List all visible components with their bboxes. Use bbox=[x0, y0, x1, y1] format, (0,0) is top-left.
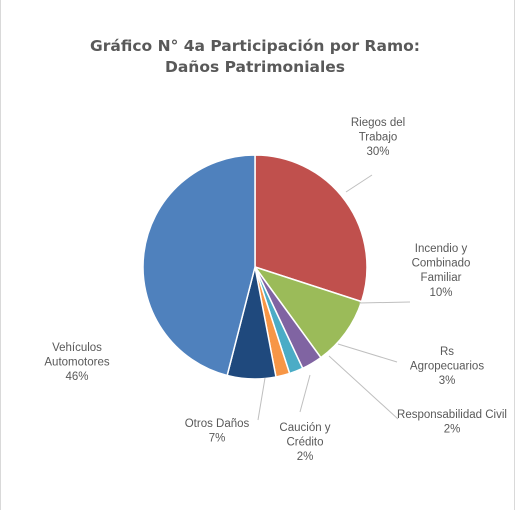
chart-title-line: Gráfico N° 4a Participación por Ramo: bbox=[90, 37, 420, 55]
data-label: 10% bbox=[429, 287, 452, 299]
data-label: Automotores bbox=[44, 357, 109, 369]
data-label: Otros Daños bbox=[185, 418, 250, 430]
data-label: 3% bbox=[439, 375, 456, 387]
data-label: Responsabilidad Civil bbox=[397, 409, 507, 421]
chart-title: Gráfico N° 4a Participación por Ramo: Da… bbox=[90, 37, 420, 76]
data-label: 2% bbox=[297, 451, 314, 463]
data-label: 2% bbox=[444, 424, 461, 436]
leader-line bbox=[257, 377, 266, 421]
data-labels: Riegos del Trabajo 30% Incendio y Combinado F… bbox=[44, 117, 507, 463]
data-label: Vehículos bbox=[52, 342, 102, 354]
data-label: 46% bbox=[65, 371, 88, 383]
pie-slice bbox=[142, 154, 256, 377]
data-label: Agropecuarios bbox=[410, 361, 484, 373]
data-label: Rs bbox=[440, 346, 454, 358]
chart-title-line: Daños Patrimoniales bbox=[165, 58, 345, 76]
data-label: Caución y bbox=[279, 422, 330, 434]
data-label: Incendio y bbox=[415, 243, 468, 255]
data-label: Combinado bbox=[412, 258, 471, 270]
data-label: 30% bbox=[366, 146, 389, 158]
leader-line bbox=[358, 301, 411, 304]
pie-slices bbox=[142, 154, 368, 380]
leader-line bbox=[337, 343, 398, 363]
data-label: Crédito bbox=[286, 437, 323, 449]
pie-slice bbox=[254, 154, 368, 303]
leader-line bbox=[328, 355, 399, 420]
data-label: Trabajo bbox=[359, 132, 398, 144]
leader-line bbox=[345, 174, 373, 193]
leader-line bbox=[299, 374, 311, 413]
data-label: 7% bbox=[209, 433, 226, 445]
data-label: Riegos del bbox=[351, 117, 405, 129]
data-label: Familiar bbox=[421, 272, 462, 284]
leader-lines bbox=[257, 174, 411, 421]
